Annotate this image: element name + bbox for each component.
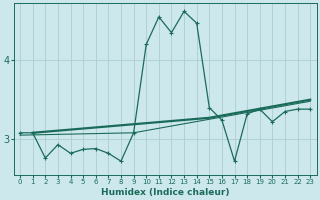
X-axis label: Humidex (Indice chaleur): Humidex (Indice chaleur) xyxy=(101,188,229,197)
